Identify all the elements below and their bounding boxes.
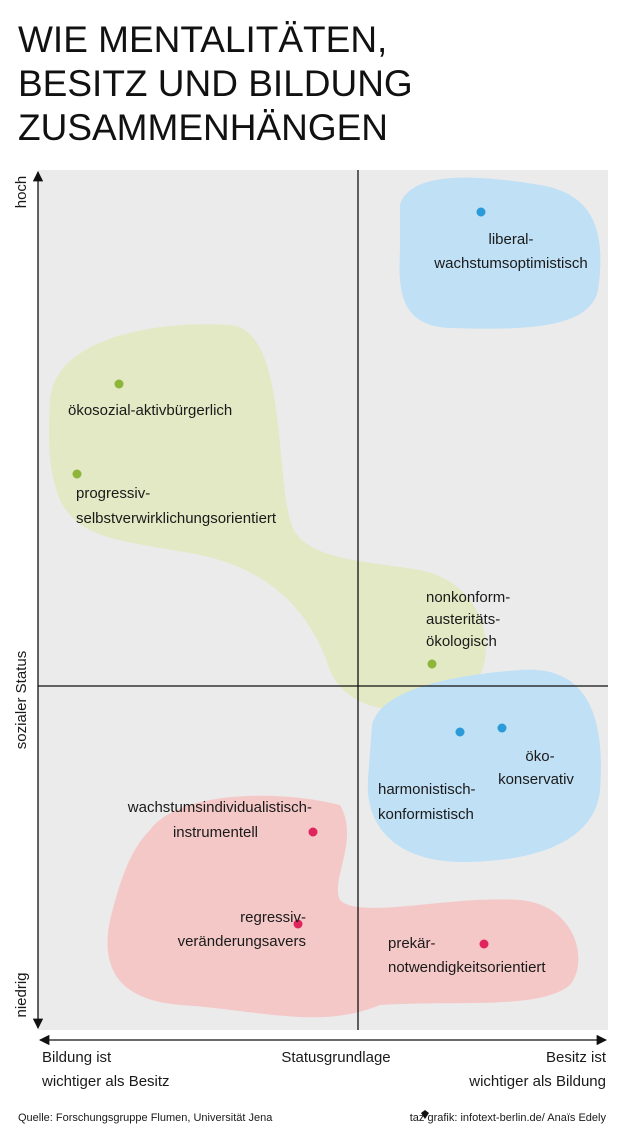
group-dot [479, 939, 489, 949]
y-axis-title: sozialer Status [13, 651, 30, 749]
group-label: ökologisch [426, 633, 497, 650]
y-axis-bottom: niedrig [13, 972, 30, 1017]
x-axis-right: Besitz ist [546, 1049, 607, 1066]
blob-green [49, 324, 486, 711]
group-dot [476, 207, 486, 217]
group-dot [497, 723, 507, 733]
x-axis-left: Bildung ist [42, 1049, 112, 1066]
x-axis-left: wichtiger als Besitz [41, 1073, 170, 1090]
group-label: öko- [525, 748, 554, 765]
group-label: regressiv- [240, 909, 306, 926]
group-label: prekär- [388, 935, 436, 952]
group-label: harmonistisch- [378, 781, 476, 798]
title-line: BESITZ UND BILDUNG [18, 63, 413, 104]
title-line: ZUSAMMENHÄNGEN [18, 107, 388, 148]
group-label: ökosozial-aktivbürgerlich [68, 402, 232, 419]
group-label: progressiv- [76, 485, 150, 502]
group-label: konformistisch [378, 806, 474, 823]
group-dot [427, 659, 437, 669]
blob-red [107, 795, 579, 1018]
group-label: austeritäts- [426, 611, 500, 628]
group-label: wachstumsoptimistisch [433, 255, 587, 272]
credit-icon [421, 1110, 429, 1119]
group-label: notwendigkeitsorientiert [388, 959, 546, 976]
group-label: liberal- [488, 231, 533, 248]
footer-source: Quelle: Forschungsgruppe Flumen, Univers… [18, 1112, 273, 1124]
blob-blue-top [399, 177, 601, 329]
group-dot [293, 919, 303, 929]
blob-blue-bottom [367, 669, 601, 863]
group-dot [455, 727, 465, 737]
title-line: WIE MENTALITÄTEN, [18, 19, 387, 60]
x-axis-center: Statusgrundlage [281, 1049, 390, 1066]
group-label: instrumentell [173, 824, 258, 841]
footer-credit: taz grafik: infotext-berlin.de/ Anaïs Ed… [410, 1112, 607, 1124]
group-dot [308, 827, 318, 837]
group-label: wachstumsindividualistisch- [127, 799, 312, 816]
group-dot [72, 469, 82, 479]
group-dot [114, 379, 124, 389]
group-label: nonkonform- [426, 589, 510, 606]
x-axis-right: wichtiger als Bildung [468, 1073, 606, 1090]
y-axis-top: hoch [13, 176, 30, 209]
group-label: konservativ [498, 771, 574, 788]
group-label: selbstverwirklichungsorientiert [76, 510, 277, 527]
group-label: veränderungsavers [178, 933, 306, 950]
